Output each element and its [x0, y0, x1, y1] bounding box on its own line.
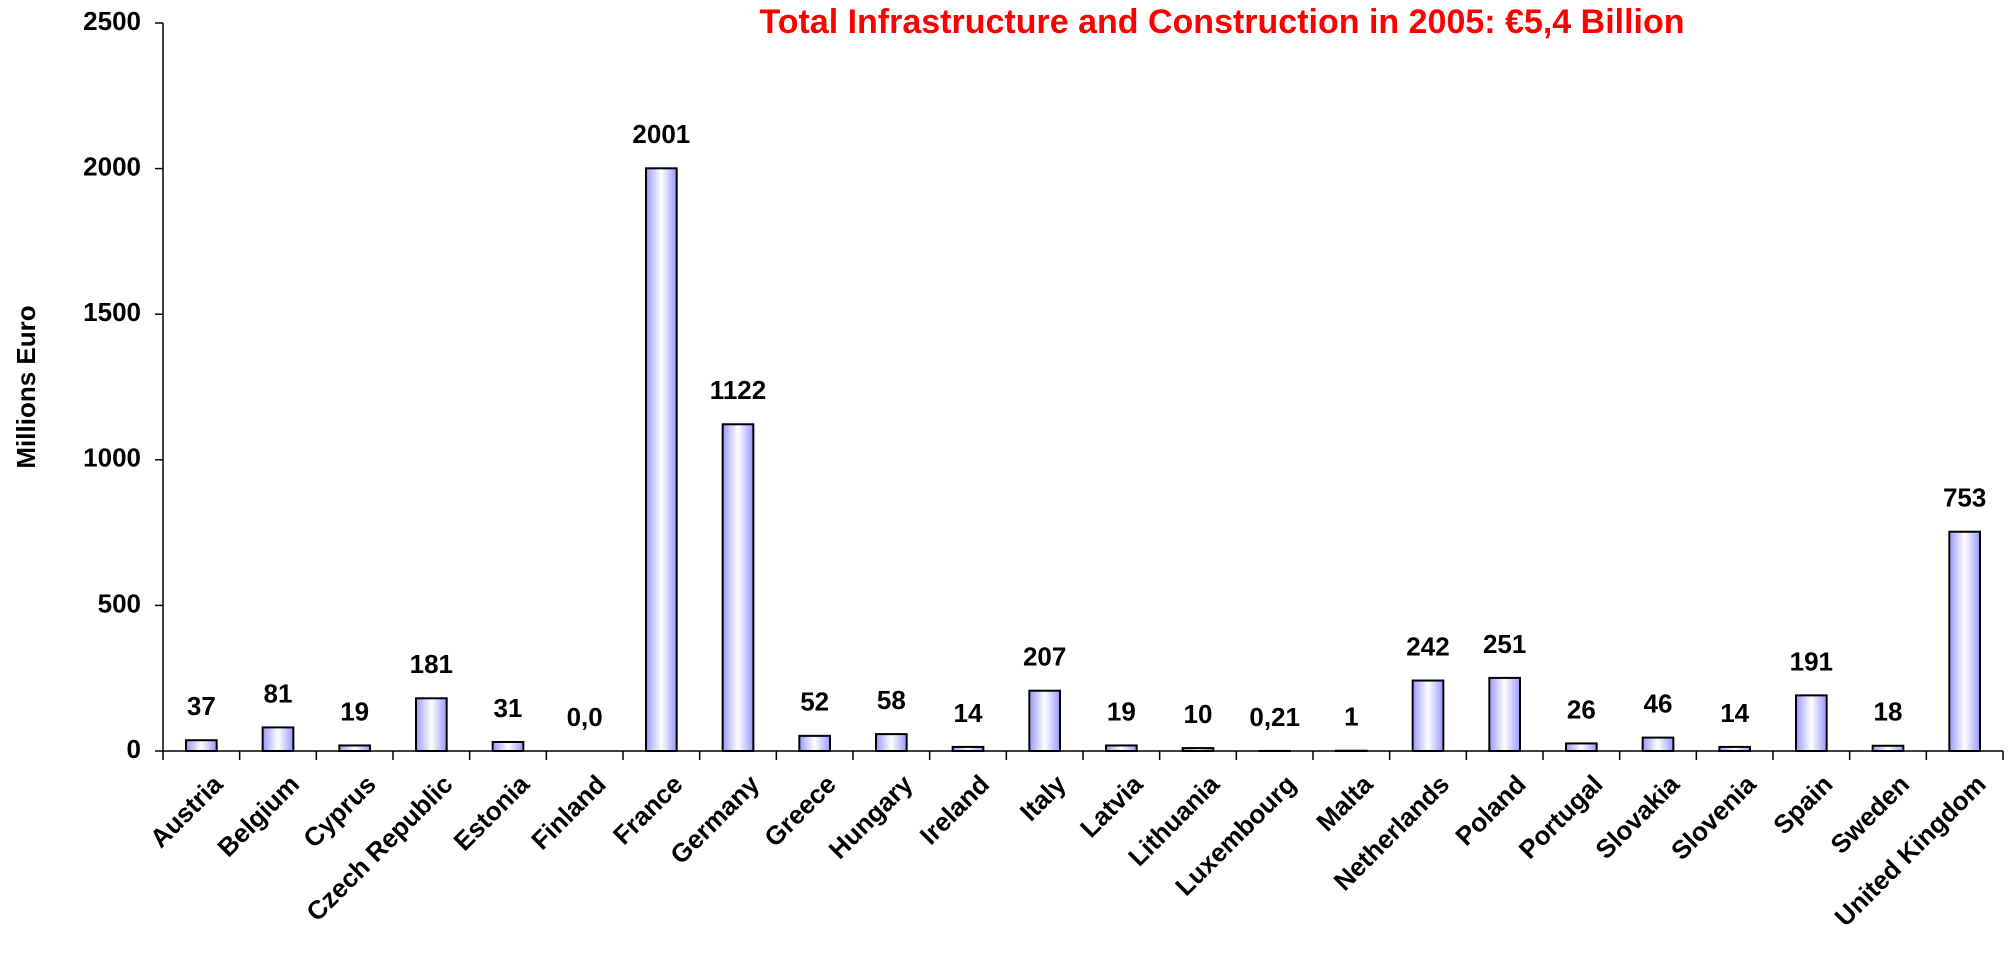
value-label: 0,21	[1249, 702, 1300, 732]
x-tick-label: Latvia	[1074, 769, 1149, 844]
bar	[875, 733, 908, 753]
value-label: 191	[1790, 646, 1833, 676]
y-tick-label: 2500	[83, 6, 141, 36]
y-tick-label: 500	[98, 588, 141, 618]
x-tick-label: Finland	[525, 769, 612, 856]
value-label: 58	[877, 685, 906, 715]
bar	[1488, 676, 1522, 753]
bar	[1871, 744, 1905, 753]
bar	[491, 740, 525, 752]
bar	[1718, 745, 1752, 753]
y-tick-label: 1500	[83, 297, 141, 327]
value-label: 26	[1567, 694, 1596, 724]
value-label: 207	[1023, 642, 1066, 672]
x-tick-label: Czech Republic	[300, 769, 458, 927]
x-tick-label: Slovenia	[1665, 769, 1762, 866]
x-tick-label: Hungary	[823, 769, 919, 865]
bar	[415, 697, 448, 752]
value-label: 52	[800, 687, 829, 717]
x-tick-label: Belgium	[211, 769, 305, 863]
chart-title: Total Infrastructure and Construction in…	[759, 3, 1684, 41]
bar	[1565, 742, 1598, 752]
y-tick-label: 0	[127, 734, 141, 764]
value-label: 753	[1943, 483, 1986, 513]
value-label: 10	[1184, 699, 1213, 729]
value-label: 0,0	[567, 702, 603, 732]
bar	[951, 745, 985, 753]
value-label: 14	[1720, 698, 1749, 728]
value-label: 31	[494, 693, 523, 723]
bar	[1105, 744, 1138, 753]
value-label: 19	[1107, 696, 1136, 726]
value-label: 19	[340, 696, 369, 726]
bar	[1948, 530, 1982, 752]
x-tick-label: Spain	[1767, 769, 1838, 840]
bar	[1181, 747, 1215, 753]
bar	[1795, 694, 1828, 752]
value-label: 181	[410, 649, 453, 679]
x-tick-label: Estonia	[447, 769, 535, 857]
bar	[1641, 736, 1675, 752]
bar	[721, 423, 755, 752]
x-tick-label: Portugal	[1513, 769, 1609, 865]
x-tick-label: Malta	[1310, 769, 1379, 838]
bar	[261, 726, 295, 752]
bar	[1028, 689, 1062, 753]
value-label: 18	[1874, 697, 1903, 727]
x-tick-label: Ireland	[914, 769, 995, 850]
y-tick-label: 2000	[83, 151, 141, 181]
bar	[338, 744, 372, 753]
value-label: 1	[1344, 702, 1358, 732]
value-label: 81	[264, 678, 293, 708]
value-label: 242	[1406, 631, 1449, 661]
value-label: 37	[187, 691, 216, 721]
bar	[798, 734, 831, 753]
value-label: 14	[954, 698, 983, 728]
y-axis-label: Millions Euro	[11, 305, 41, 468]
value-label: 251	[1483, 629, 1526, 659]
bar	[645, 167, 678, 753]
y-tick-label: 1000	[83, 443, 141, 473]
value-label: 46	[1644, 688, 1673, 718]
x-tick-label: Italy	[1014, 769, 1072, 827]
bar	[185, 739, 218, 752]
value-label: 1122	[710, 375, 766, 405]
bar	[1411, 679, 1445, 752]
value-label: 2001	[632, 119, 690, 149]
